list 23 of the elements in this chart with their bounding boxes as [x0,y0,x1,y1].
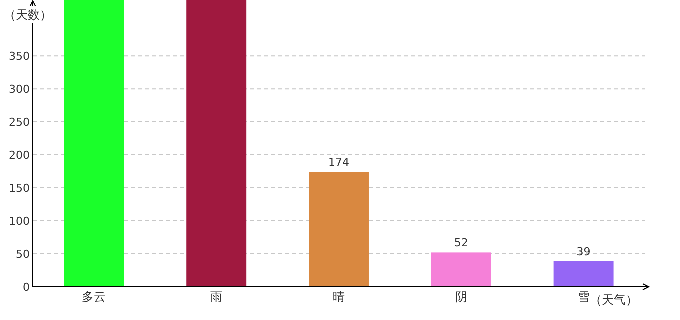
y-tick-label: 200 [9,149,30,162]
y-tick-label: 150 [9,182,30,196]
y-tick-label: 300 [9,83,30,96]
x-tick-label: 阴 [455,290,468,304]
data-label: 52 [454,236,468,250]
data-label: 174 [328,156,350,170]
y-axis-title: （天数） [4,8,52,22]
y-tick-label: 250 [9,116,30,130]
y-tick-label: 0 [23,281,30,294]
y-tick-label: 100 [9,215,30,228]
bar [64,0,124,287]
y-tick-label: 350 [9,50,30,64]
x-tick-label: 多云 [82,290,106,304]
bar [431,252,492,287]
y-tick-label: 50 [16,248,30,262]
x-tick-label: 雪 [578,290,590,304]
x-tick-label: 晴 [333,290,345,304]
bar [309,172,369,287]
x-tick-label: 雨 [210,290,223,304]
bar [554,261,614,287]
x-axis-title: （天气） [590,293,638,307]
bar [186,0,247,287]
data-label: 39 [576,245,591,258]
